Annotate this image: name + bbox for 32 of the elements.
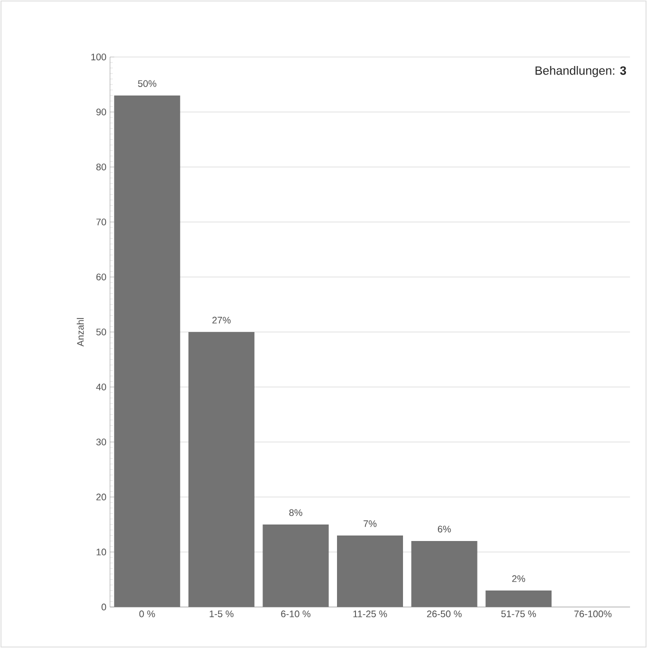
y-tick-label: 10	[96, 548, 106, 556]
y-tick-label: 80	[96, 164, 106, 170]
bar	[411, 540, 478, 607]
y-tick-label: 40	[96, 384, 106, 390]
annotation: Behandlungen: 3	[536, 66, 626, 78]
annotation: 2%	[512, 575, 526, 582]
x-tick-label: 51-75 %	[501, 610, 536, 618]
y-tick-label: 70	[96, 218, 106, 226]
annotation: 8%	[289, 509, 302, 516]
annotation: 50%	[138, 80, 156, 87]
x-tick-label: 6-10 %	[281, 610, 310, 618]
bar	[262, 524, 329, 607]
bar	[486, 590, 552, 607]
x-tick-label: 0 %	[139, 610, 155, 618]
y-tick-label: 60	[96, 274, 106, 280]
bar	[337, 535, 404, 607]
y-tick-label: 30	[96, 438, 106, 446]
annotation: 6%	[438, 526, 451, 532]
y-tick-label: 100	[91, 54, 106, 60]
y-tick-label: 50	[96, 328, 106, 336]
x-tick-label: 76-100%	[574, 610, 612, 618]
bar	[114, 95, 180, 607]
x-tick-label: 11-25 %	[353, 610, 387, 618]
y-tick-label: 20	[96, 494, 106, 500]
annotation: 27%	[212, 316, 231, 324]
x-tick-label: 26-50 %	[427, 610, 462, 618]
y-axis-title: Anzahl	[76, 318, 84, 346]
bar	[188, 332, 254, 607]
x-tick-label: 1-5 %	[210, 610, 234, 618]
annotation: 7%	[364, 520, 377, 527]
y-tick-label: 0	[102, 604, 106, 610]
y-tick-label: 90	[96, 108, 106, 116]
